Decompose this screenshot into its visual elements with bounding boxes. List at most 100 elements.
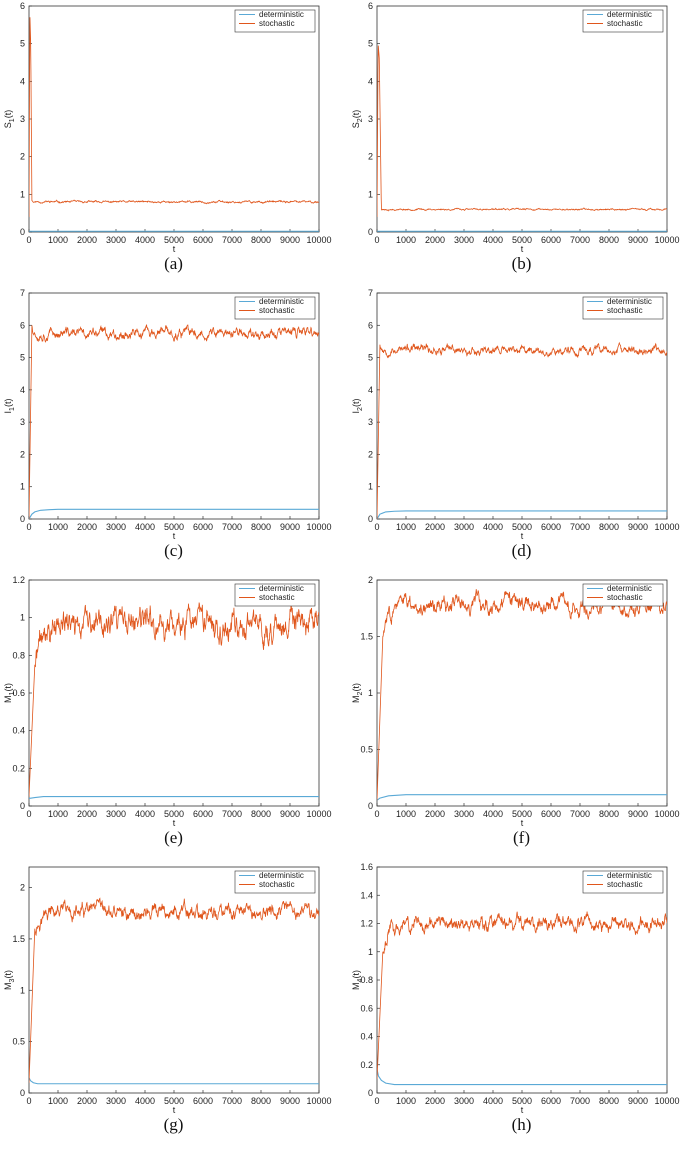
y-tick-label: 0.5 bbox=[360, 745, 373, 755]
y-axis-label: M2(t) bbox=[351, 683, 364, 703]
chart-b: 0 1000 2000 3000 4000 5000 6000 7000 8000 9000 100… bbox=[351, 1, 680, 254]
x-tick-label: 8000 bbox=[251, 809, 271, 819]
y-axis-label-main: S bbox=[3, 122, 13, 128]
x-tick-label: 1000 bbox=[48, 1096, 68, 1106]
x-tick-label: 4000 bbox=[483, 809, 503, 819]
x-tick-label: 3000 bbox=[454, 235, 474, 245]
x-tick-label: 8000 bbox=[251, 1096, 271, 1106]
x-tick-label: 0 bbox=[374, 522, 379, 532]
x-axis-label: t bbox=[173, 244, 176, 254]
x-tick-label: 2000 bbox=[77, 1096, 97, 1106]
y-tick-label: 5 bbox=[368, 39, 373, 49]
series-line-stochastic bbox=[377, 45, 667, 217]
x-tick-label: 0 bbox=[374, 809, 379, 819]
y-tick-label: 1 bbox=[368, 482, 373, 492]
chart-panel-c: 0 1000 2000 3000 4000 5000 6000 7000 8000 9000 100… bbox=[0, 287, 347, 574]
x-tick-label: 0 bbox=[374, 235, 379, 245]
x-tick-label: 5000 bbox=[164, 235, 184, 245]
y-axis-label-tail: (t) bbox=[3, 683, 13, 692]
x-tick-label: 4000 bbox=[483, 1096, 503, 1106]
y-tick-label: 3 bbox=[20, 417, 25, 427]
legend-entry: stochastic bbox=[259, 880, 295, 889]
x-tick-label: 1000 bbox=[396, 235, 416, 245]
series-line-stochastic bbox=[29, 324, 319, 519]
y-tick-label: 1.4 bbox=[360, 890, 373, 900]
legend-entry: deterministic bbox=[259, 10, 304, 19]
series-line-stochastic bbox=[377, 589, 667, 801]
x-tick-label: 2000 bbox=[77, 522, 97, 532]
y-tick-label: 6 bbox=[368, 1, 373, 11]
x-tick-label: 9000 bbox=[628, 809, 648, 819]
legend-entry: deterministic bbox=[607, 297, 652, 306]
x-tick-label: 4000 bbox=[483, 235, 503, 245]
y-axis-label-main: M bbox=[3, 695, 13, 703]
chart-h: 0 1000 2000 3000 4000 5000 6000 7000 8000 9000 100… bbox=[351, 862, 680, 1115]
x-tick-label: 5000 bbox=[512, 522, 532, 532]
chart-c: 0 1000 2000 3000 4000 5000 6000 7000 8000 9000 100… bbox=[3, 288, 332, 541]
y-tick-label: 6 bbox=[368, 320, 373, 330]
x-tick-label: 0 bbox=[26, 522, 31, 532]
x-tick-label: 3000 bbox=[454, 1096, 474, 1106]
y-tick-label: 2 bbox=[20, 152, 25, 162]
y-tick-label: 2 bbox=[368, 449, 373, 459]
y-tick-label: 1 bbox=[20, 613, 25, 623]
x-tick-label: 4000 bbox=[135, 1096, 155, 1106]
x-tick-label: 3000 bbox=[106, 235, 126, 245]
y-axis-label-main: S bbox=[351, 122, 361, 128]
y-tick-label: 7 bbox=[368, 288, 373, 298]
x-tick-label: 0 bbox=[26, 1096, 31, 1106]
panel-caption: (g) bbox=[163, 1115, 184, 1134]
y-tick-label: 1.2 bbox=[360, 919, 373, 929]
x-tick-label: 5000 bbox=[164, 1096, 184, 1106]
series-line-deterministic bbox=[29, 508, 319, 519]
y-tick-label: 0 bbox=[368, 514, 373, 524]
y-tick-label: 4 bbox=[368, 385, 373, 395]
legend-box bbox=[234, 9, 316, 33]
x-tick-label: 10000 bbox=[306, 809, 331, 819]
y-tick-label: 0.6 bbox=[12, 688, 25, 698]
y-tick-label: 0.2 bbox=[12, 763, 25, 773]
y-tick-label: 1.5 bbox=[360, 632, 373, 642]
y-tick-label: 2 bbox=[20, 449, 25, 459]
x-tick-label: 7000 bbox=[222, 809, 242, 819]
y-tick-label: 0.4 bbox=[360, 1032, 373, 1042]
chart-panel-e: 0 1000 2000 3000 4000 5000 6000 7000 8000 9000 100… bbox=[0, 574, 347, 861]
legend-entry: stochastic bbox=[607, 593, 643, 602]
y-tick-label: 0 bbox=[20, 1088, 25, 1098]
x-tick-label: 6000 bbox=[541, 1096, 561, 1106]
series-line-deterministic bbox=[377, 510, 667, 519]
y-axis-label-tail: (t) bbox=[351, 683, 361, 692]
y-axis-label-tail: (t) bbox=[3, 399, 13, 408]
y-tick-label: 1.6 bbox=[360, 862, 373, 872]
plot-frame bbox=[28, 5, 320, 233]
x-tick-label: 10000 bbox=[654, 235, 679, 245]
x-tick-label: 6000 bbox=[193, 522, 213, 532]
y-axis-label-tail: (t) bbox=[351, 110, 361, 119]
x-tick-label: 2000 bbox=[425, 522, 445, 532]
series-line-stochastic bbox=[29, 17, 319, 217]
plot-frame bbox=[28, 866, 320, 1094]
x-tick-label: 2000 bbox=[425, 809, 445, 819]
y-tick-label: 4 bbox=[20, 385, 25, 395]
x-tick-label: 4000 bbox=[135, 809, 155, 819]
panel-caption: (a) bbox=[164, 254, 183, 273]
chart-panel-a: 0 1000 2000 3000 4000 5000 6000 7000 8000 9000 100… bbox=[0, 0, 347, 287]
x-tick-label: 4000 bbox=[483, 522, 503, 532]
legend-box bbox=[234, 583, 316, 607]
series-line-deterministic bbox=[377, 1068, 667, 1086]
legend-entry: stochastic bbox=[607, 306, 643, 315]
x-tick-label: 10000 bbox=[306, 1096, 331, 1106]
x-axis-label: t bbox=[173, 1105, 176, 1115]
x-tick-label: 9000 bbox=[628, 1096, 648, 1106]
y-tick-label: 0 bbox=[368, 227, 373, 237]
chart-g: 0 1000 2000 3000 4000 5000 6000 7000 8000 9000 100… bbox=[3, 866, 332, 1115]
y-tick-label: 0 bbox=[20, 227, 25, 237]
y-axis-label: I2(t) bbox=[351, 399, 364, 414]
legend-box bbox=[582, 870, 664, 894]
x-tick-label: 8000 bbox=[599, 1096, 619, 1106]
x-tick-label: 1000 bbox=[48, 522, 68, 532]
x-tick-label: 8000 bbox=[599, 235, 619, 245]
series-line-deterministic bbox=[29, 796, 319, 800]
